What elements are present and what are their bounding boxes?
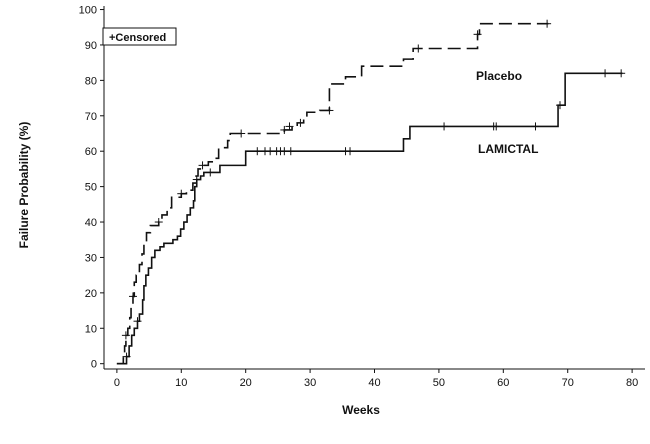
censored-mark-placebo (128, 292, 137, 301)
censored-mark-placebo (325, 106, 334, 115)
x-tick-label: 10 (175, 377, 187, 389)
y-tick-label: 30 (85, 252, 97, 264)
x-tick-label: 20 (240, 377, 252, 389)
x-tick-label: 80 (626, 377, 638, 389)
censored-mark-lamictal (492, 122, 501, 131)
x-tick-label: 70 (562, 377, 574, 389)
censored-mark-lamictal (531, 122, 540, 131)
series-layer (116, 19, 626, 365)
series-line-lamictal (116, 72, 623, 365)
x-tick-label: 60 (497, 377, 509, 389)
censored-mark-lamictal (555, 101, 564, 110)
series-lamictal (116, 69, 626, 365)
x-axis-ticks: 0 10 20 30 40 50 60 70 80 (114, 369, 638, 389)
y-tick-label: 90 (85, 40, 97, 52)
y-tick-label: 80 (85, 75, 97, 87)
censored-mark-placebo (198, 161, 207, 170)
censored-mark-placebo (237, 129, 246, 138)
censored-mark-lamictal (601, 69, 610, 78)
censored-mark-placebo (543, 19, 552, 28)
censored-mark-placebo (285, 122, 294, 131)
y-tick-label: 70 (85, 111, 97, 123)
y-tick-label: 10 (85, 323, 97, 335)
censored-mark-lamictal (206, 168, 215, 177)
censored-mark-lamictal (440, 122, 449, 131)
axes (103, 6, 645, 370)
censored-mark-lamictal (617, 69, 626, 78)
censored-mark-placebo (280, 125, 289, 134)
censored-mark-lamictal (286, 147, 295, 156)
censored-mark-placebo (154, 218, 163, 227)
series-label-lamictal: LAMICTAL (478, 142, 538, 156)
y-tick-label: 50 (85, 182, 97, 194)
x-tick-label: 0 (114, 377, 120, 389)
censored-mark-placebo (177, 189, 186, 198)
censored-mark-lamictal (122, 352, 131, 361)
y-tick-label: 60 (85, 146, 97, 158)
censored-mark-placebo (296, 118, 305, 127)
x-tick-label: 30 (304, 377, 316, 389)
censored-mark-placebo (121, 331, 130, 340)
series-placebo (116, 19, 552, 365)
censored-mark-lamictal (253, 147, 262, 156)
censored-mark-lamictal (133, 317, 142, 326)
y-tick-label: 100 (79, 5, 97, 17)
y-tick-label: 40 (85, 217, 97, 229)
legend-box (102, 27, 177, 46)
y-tick-label: 0 (91, 359, 97, 371)
censored-mark-lamictal (192, 175, 201, 184)
censored-mark-placebo (473, 30, 482, 39)
y-axis-ticks: 0 10 20 30 40 50 60 70 80 90 100 (79, 5, 104, 371)
series-label-placebo: Placebo (476, 69, 522, 83)
legend-text: +Censored (109, 32, 166, 44)
x-axis-title: Weeks (342, 403, 380, 417)
y-axis-title: Failure Probability (%) (17, 122, 31, 249)
y-tick-label: 20 (85, 288, 97, 300)
x-tick-label: 40 (368, 377, 380, 389)
x-tick-label: 50 (433, 377, 445, 389)
censored-mark-placebo (414, 44, 423, 53)
censored-mark-lamictal (346, 147, 355, 156)
